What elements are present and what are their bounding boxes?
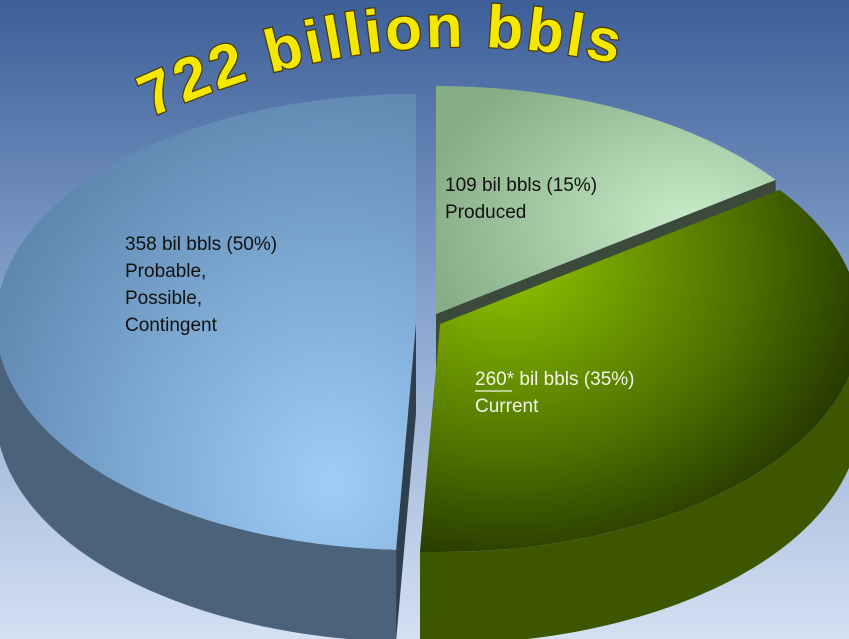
labels: 109 bil bbls (15%) Produced 260* bil bbls … xyxy=(125,175,634,417)
category-label: Current xyxy=(475,396,539,417)
category-label: Probable, xyxy=(125,261,206,282)
category-label: Possible, xyxy=(125,288,202,309)
slice-wall xyxy=(396,322,416,639)
category-label: Contingent xyxy=(125,315,218,336)
category-label: Produced xyxy=(445,202,526,223)
slice-side xyxy=(420,375,849,639)
value-label: 260* bil bbls (35%) xyxy=(475,369,634,390)
slice-side xyxy=(0,353,397,639)
value-label: 358 bil bbls (50%) xyxy=(125,234,277,255)
slice xyxy=(420,189,849,552)
slice xyxy=(436,86,776,314)
value-label: 109 bil bbls (15%) xyxy=(445,175,597,196)
pie xyxy=(0,86,849,639)
slice xyxy=(0,94,416,550)
